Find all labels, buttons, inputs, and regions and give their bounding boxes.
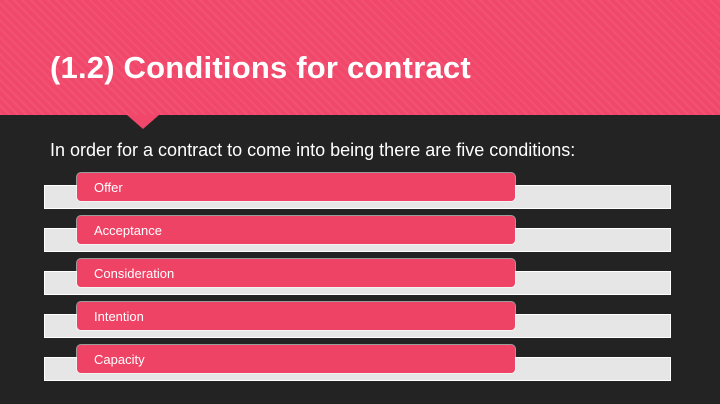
condition-item: Acceptance <box>0 216 720 256</box>
condition-label: Offer <box>94 180 123 195</box>
intro-text: In order for a contract to come into bei… <box>50 140 576 160</box>
condition-pill <box>77 345 515 373</box>
title-band: (1.2) Conditions for contract <box>0 0 720 115</box>
condition-label: Capacity <box>94 352 145 367</box>
condition-label: Consideration <box>94 266 175 281</box>
condition-label: Intention <box>94 309 144 324</box>
condition-label: Acceptance <box>94 223 162 238</box>
condition-pill <box>77 173 515 201</box>
condition-item: Intention <box>0 302 720 342</box>
title-pointer <box>127 115 159 129</box>
slide-title: (1.2) Conditions for contract <box>50 50 471 85</box>
condition-pill <box>77 302 515 330</box>
condition-pill <box>77 259 515 287</box>
condition-item: Consideration <box>0 259 720 299</box>
condition-item: Offer <box>0 173 720 213</box>
condition-pill <box>77 216 515 244</box>
condition-item: Capacity <box>0 345 720 385</box>
